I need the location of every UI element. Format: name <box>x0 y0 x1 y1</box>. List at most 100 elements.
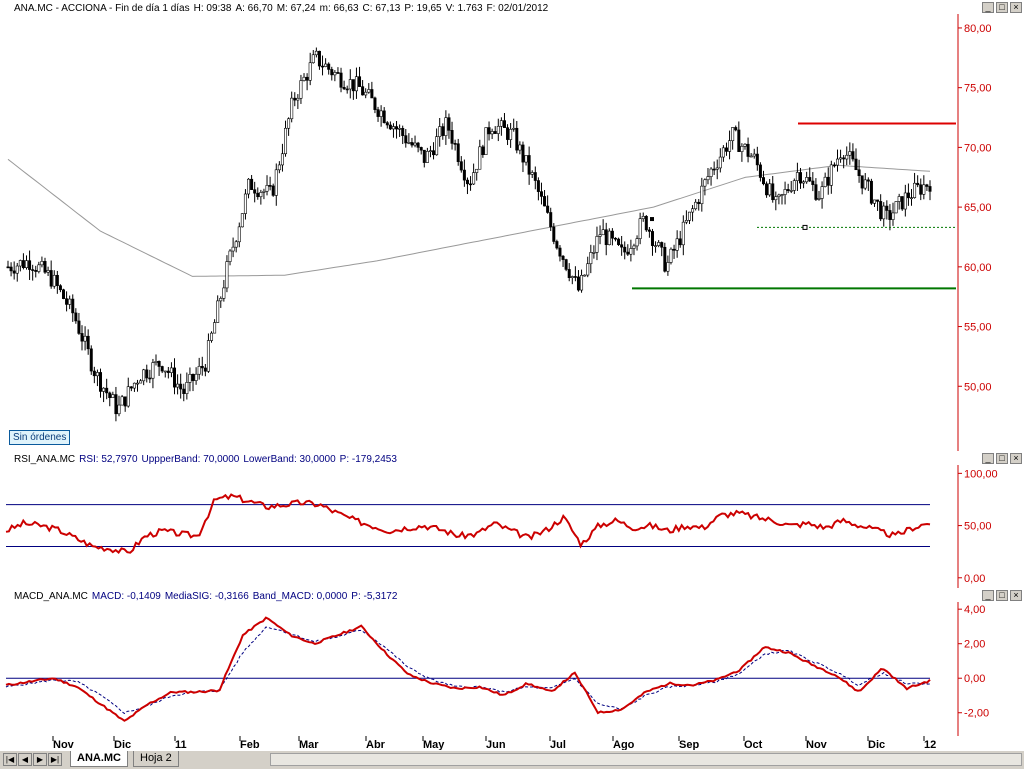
candle-body <box>706 176 710 181</box>
candle-body <box>539 191 543 197</box>
candle-body <box>922 184 926 195</box>
candle-body <box>351 79 355 92</box>
candle-body <box>832 164 836 167</box>
candle-body <box>768 183 772 196</box>
candle-body <box>524 155 528 163</box>
first-sheet-button[interactable]: |◀ <box>3 753 17 766</box>
candle-body <box>771 183 775 201</box>
last-sheet-button[interactable]: ▶| <box>48 753 62 766</box>
candle-body <box>293 97 297 101</box>
candle-body <box>829 164 833 186</box>
candle-body <box>179 383 183 390</box>
close-button[interactable]: × <box>1010 590 1022 601</box>
close-button[interactable]: × <box>1010 2 1022 13</box>
candle-body <box>345 88 349 91</box>
candle-body <box>583 274 587 277</box>
candle-body <box>478 146 482 170</box>
macd-line <box>5 616 931 722</box>
time-axis-tick-label: Dic <box>114 739 131 750</box>
candle-body <box>823 176 827 187</box>
candle-body <box>530 172 534 175</box>
candle-body <box>444 117 448 136</box>
candle-body <box>18 260 22 267</box>
maximize-button[interactable]: □ <box>996 2 1008 13</box>
maximize-button[interactable]: □ <box>996 453 1008 464</box>
candle-body <box>620 244 624 248</box>
status-badge[interactable]: Sin órdenes <box>9 430 71 445</box>
candle-body <box>317 50 321 67</box>
candle-body <box>410 142 414 146</box>
candle-body <box>71 298 75 314</box>
candle-body <box>86 335 90 350</box>
candle-body <box>253 189 257 194</box>
candle-body <box>382 110 386 123</box>
candle-body <box>851 151 855 160</box>
candle-body <box>62 289 66 299</box>
candle-body <box>675 238 679 251</box>
rsi-panel[interactable]: RSI_ANA.MC RSI: 52,7970 UppperBand: 70,000… <box>0 451 1024 589</box>
candle-body <box>848 151 852 156</box>
candle-body <box>173 367 177 388</box>
title-part: m: 66,63 <box>319 3 359 14</box>
candle-body <box>783 189 787 195</box>
candle-body <box>391 126 395 130</box>
prev-sheet-button[interactable]: ◀ <box>18 753 32 766</box>
candle-body <box>129 386 133 389</box>
macd-chart[interactable]: 4,00 2,00 0,00 -2,00 <box>0 588 1024 736</box>
candle-body <box>154 361 158 363</box>
candle-body <box>438 126 442 137</box>
minimize-button[interactable]: _ <box>982 453 994 464</box>
price-panel[interactable]: ANA.MC - ACCIONA - Fin de día 1 días H: 0… <box>0 0 1024 452</box>
candle-body <box>243 193 247 214</box>
candle-body <box>139 380 143 384</box>
candle-body <box>876 199 880 202</box>
rsi-axis-tick-label: 50,00 <box>964 521 992 533</box>
candle-body <box>897 196 901 202</box>
candle-body <box>256 192 260 198</box>
candle-body <box>77 320 81 334</box>
candle-body <box>182 388 186 394</box>
candle-body <box>358 76 362 87</box>
candle-body <box>280 153 284 166</box>
candle-body <box>15 265 19 274</box>
tab-ana-mc[interactable]: ANA.MC <box>70 751 128 767</box>
macd-panel[interactable]: MACD_ANA.MC MACD: -0,1409 MediaSIG: -0,316… <box>0 588 1024 737</box>
candle-body <box>108 392 112 398</box>
horizontal-scrollbar[interactable] <box>270 753 1022 766</box>
candle-body <box>52 274 56 287</box>
candle-body <box>469 183 473 186</box>
candle-body <box>654 245 658 247</box>
candle-body <box>737 129 741 152</box>
price-chart[interactable]: 80,00 75,00 70,00 65,00 60,00 55,00 50,00 <box>0 0 1024 451</box>
candle-body <box>6 266 10 269</box>
time-axis-tick-label: Nov <box>53 739 75 750</box>
candle-body <box>191 373 195 381</box>
candle-body <box>909 197 913 199</box>
minimize-button[interactable]: _ <box>982 590 994 601</box>
candle-body <box>863 179 867 189</box>
candle-body <box>117 404 121 415</box>
candle-body <box>663 246 667 272</box>
title-part: P: 19,65 <box>404 3 442 14</box>
maximize-button[interactable]: □ <box>996 590 1008 601</box>
candle-body <box>40 261 44 266</box>
time-axis-tick-label: Jul <box>550 739 566 750</box>
candle-body <box>607 230 611 246</box>
title-part: Band_MACD: 0,0000 <box>252 591 348 602</box>
candle-body <box>789 190 793 192</box>
candle-body <box>555 241 559 249</box>
price-axis-tick-label: 50,00 <box>964 381 992 393</box>
close-button[interactable]: × <box>1010 453 1022 464</box>
candle-body <box>580 274 584 291</box>
rsi-chart[interactable]: 100,00 50,00 0,00 <box>0 451 1024 588</box>
candle-body <box>21 260 25 269</box>
candle-body <box>598 234 602 237</box>
next-sheet-button[interactable]: ▶ <box>33 753 47 766</box>
candle-body <box>703 179 707 187</box>
candle-body <box>872 199 876 204</box>
minimize-button[interactable]: _ <box>982 2 994 13</box>
tab-hoja-2[interactable]: Hoja 2 <box>133 751 179 767</box>
candle-body <box>496 125 500 134</box>
title-part: RSI_ANA.MC <box>14 454 76 465</box>
candle-body <box>697 201 701 205</box>
